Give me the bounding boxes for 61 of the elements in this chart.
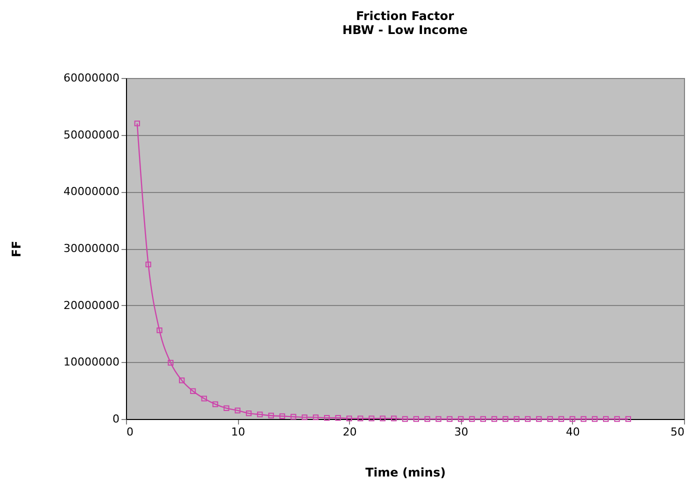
y-tick-label: 10000000 (64, 356, 120, 369)
y-axis-title: FF (10, 240, 24, 258)
y-tick-label: 0 (112, 412, 120, 426)
point (234, 408, 240, 414)
point (614, 416, 620, 422)
point (558, 416, 564, 422)
point (324, 415, 330, 421)
point (279, 413, 286, 420)
y-tick-label: 50000000 (64, 128, 120, 142)
point (212, 401, 218, 408)
point (536, 416, 542, 422)
point (224, 405, 230, 412)
point (268, 412, 274, 418)
x-tick-label: 30 (454, 426, 468, 438)
point (257, 412, 263, 418)
point (134, 120, 140, 126)
point (458, 416, 464, 422)
y-tick-label: 40000000 (64, 185, 120, 198)
x-tick-label: 0 (126, 426, 134, 438)
point (290, 414, 296, 420)
point (592, 416, 598, 422)
point (390, 416, 397, 422)
point (502, 416, 508, 422)
chart-title: Friction Factor HBW - Low Income (342, 9, 468, 37)
point (480, 416, 486, 422)
point (335, 415, 341, 421)
point (168, 360, 174, 366)
point (380, 416, 386, 422)
point (446, 416, 452, 422)
point (491, 416, 498, 422)
point (625, 416, 632, 422)
x-tick-label: 20 (342, 426, 357, 438)
point (547, 416, 553, 422)
x-tick-label: 50 (670, 426, 684, 438)
x-tick-label: 10 (231, 426, 246, 438)
point (570, 416, 576, 422)
point (436, 416, 442, 422)
point (312, 414, 319, 420)
point (580, 416, 586, 422)
x-axis-title: Time (mins) (365, 466, 446, 480)
point (346, 416, 352, 422)
point (603, 416, 609, 422)
point (201, 396, 207, 402)
point (524, 416, 531, 422)
point (156, 327, 162, 334)
y-tick-label: 30000000 (64, 242, 120, 255)
point (424, 416, 430, 422)
point (514, 416, 520, 422)
point (190, 388, 196, 394)
point (402, 416, 408, 422)
point (358, 416, 364, 422)
point (246, 410, 252, 416)
y-tick-label: 20000000 (64, 298, 120, 312)
point (469, 416, 475, 422)
y-tick-label: 60000000 (64, 72, 120, 84)
point (302, 414, 308, 420)
point (145, 262, 152, 268)
point (368, 416, 374, 422)
x-tick-label: 40 (566, 426, 580, 438)
point (178, 378, 185, 384)
point (413, 416, 420, 422)
